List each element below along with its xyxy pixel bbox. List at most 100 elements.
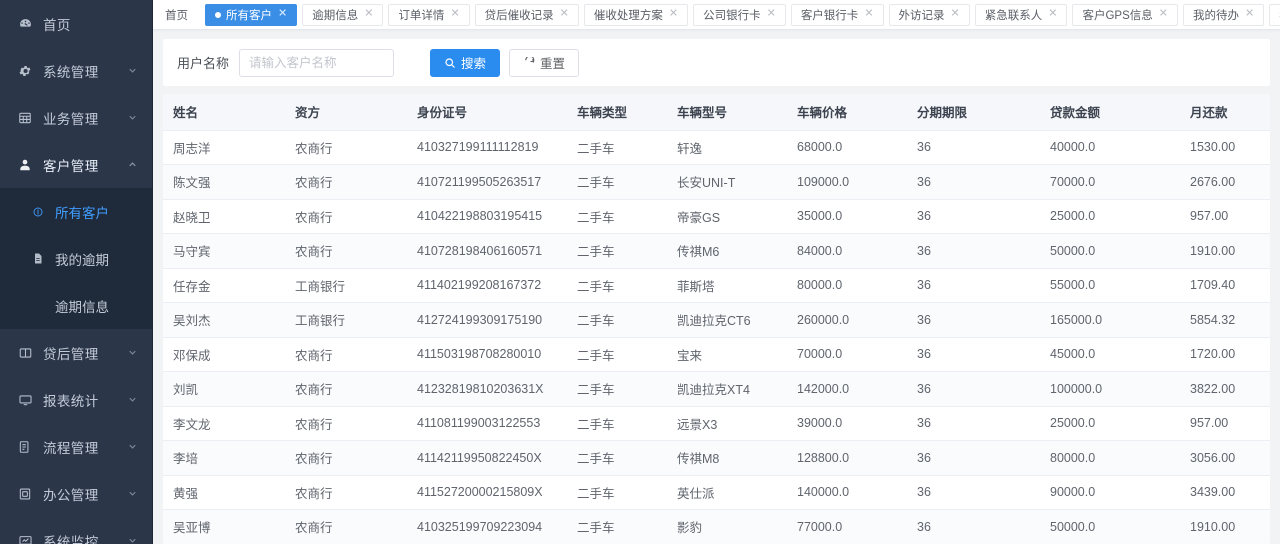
cell-ctype: 二手车 [567,233,667,269]
search-button[interactable]: 搜索 [430,48,501,77]
column-header: 身份证号 [407,94,567,131]
cell-name: 周志洋 [163,130,285,165]
tab-strip: 首页 所有客户 ✕ 逾期信息 ✕ 订单详情 ✕ 贷后催收记录 ✕ 催收处理方案 ✕ 公司银行卡 ✕ 客户银… [153,0,1280,30]
table-row[interactable]: 刘凯 农商行 41232819810203631X 二手车 凯迪拉克XT4 142000.… [163,371,1270,407]
tab-close-icon[interactable]: ✕ [950,7,960,20]
tab-item[interactable]: 所有客户 ✕ [205,3,298,26]
cell-loan: 80000.0 [1040,440,1180,476]
cell-ctype: 二手车 [567,440,667,476]
cell-name: 马守宾 [163,233,285,269]
cell-bank: 农商行 [285,406,407,441]
cell-price: 70000.0 [787,337,907,372]
tab-item[interactable]: 催收处理方案 ✕ [583,3,689,26]
sidebar-item-overdue-info[interactable]: 逾期信息 [0,282,152,329]
sidebar-subitem-label: 所有客户 [55,205,109,221]
table-row[interactable]: 任存金 工商银行 411402199208167372 二手车 菲斯塔 80000.0 36… [163,268,1270,303]
sidebar-item-report-statistics[interactable]: 报表统计 [0,376,152,423]
tab-item[interactable]: 逾期信息 ✕ [302,3,384,26]
tab-item[interactable]: 我的流程✕ [1269,3,1280,26]
tab-close-icon[interactable]: ✕ [864,7,874,20]
tab-item[interactable]: 我的待办 ✕ [1182,3,1265,26]
sidebar-item-customer-management[interactable]: 客户管理 [0,141,152,188]
tab-close-icon[interactable]: ✕ [1048,7,1058,20]
cell-id: 411081199003122553 [407,406,567,441]
column-header: 车辆价格 [787,94,907,131]
cell-loan: 25000.0 [1040,406,1180,441]
tab-item[interactable]: 公司银行卡 ✕ [693,3,786,26]
table-row[interactable]: 黄强 农商行 41152720000215809X 二手车 英仕派 140000.0 36 9… [163,475,1270,510]
cell-bank: 农商行 [285,371,407,407]
tab-close-icon[interactable]: ✕ [450,7,460,20]
table-row[interactable]: 周志洋 农商行 410327199111112819 二手车 轩逸 68000.0 36 40… [163,130,1270,165]
user-icon [16,157,34,173]
cell-name: 李文龙 [163,406,285,441]
cell-name: 李培 [163,440,285,476]
sidebar-item-label: 贷后管理 [43,346,99,362]
chevron-down-icon [127,535,138,544]
chevron-down-icon [127,347,138,358]
table-row[interactable]: 吴亚博 农商行 410325199709223094 二手车 影豹 77000.0 36 50… [163,509,1270,544]
sidebar-item-home[interactable]: 首页 [0,0,152,47]
cell-term: 36 [907,509,1040,544]
refresh-icon [523,56,535,69]
tab-item[interactable]: 紧急联系人 ✕ [974,3,1068,26]
tab-close-icon[interactable]: ✕ [1244,7,1255,20]
tab-close-icon[interactable]: ✕ [559,7,569,20]
cell-model: 影豹 [667,509,787,544]
tab-item[interactable]: 贷后催收记录 ✕ [474,3,579,26]
chevron-down-icon [127,394,138,405]
table-row[interactable]: 邓保成 农商行 411503198708280010 二手车 宝来 70000.0 36 45… [163,337,1270,372]
sidebar-item-label: 报表统计 [43,393,99,409]
cell-price: 80000.0 [787,268,907,303]
cell-loan: 50000.0 [1040,509,1180,544]
cell-price: 142000.0 [787,371,907,407]
table-row[interactable]: 陈文强 农商行 410721199505263517 二手车 长安UNI-T 109000… [163,164,1270,200]
tab-close-icon[interactable]: ✕ [668,7,679,20]
cell-model: 传祺M8 [667,440,787,476]
tab-item[interactable]: 首页 [159,3,200,26]
cell-term: 36 [907,268,1040,303]
cell-monthly: 1910.00 [1180,233,1270,269]
cell-price: 260000.0 [787,302,907,338]
cell-id: 411503198708280010 [407,337,567,372]
cell-bank: 农商行 [285,440,407,476]
sidebar-item-my-overdue[interactable]: 我的逾期 [0,235,152,282]
search-input[interactable] [239,48,395,77]
table-row[interactable]: 马守宾 农商行 410728198406160571 二手车 传祺M6 84000.0 36… [163,233,1270,269]
tab-item[interactable]: 客户GPS信息 ✕ [1072,3,1178,26]
sidebar-item-label: 流程管理 [43,440,99,456]
chevron-down-icon [127,112,138,123]
tab-close-icon[interactable]: ✕ [278,7,288,20]
sidebar-item-label: 客户管理 [43,158,99,174]
tab-item[interactable]: 客户银行卡 ✕ [790,3,884,26]
sidebar-item-system-management[interactable]: 系统管理 [0,47,152,94]
sidebar-item-post-loan-management[interactable]: 贷后管理 [0,329,152,376]
table-row[interactable]: 李培 农商行 41142119950822450X 二手车 传祺M8 128800.0 36… [163,440,1270,476]
tab-label: 客户GPS信息 [1082,9,1153,22]
cell-id: 41232819810203631X [407,371,567,407]
tab-item[interactable]: 外访记录 ✕ [888,3,970,26]
table-row[interactable]: 吴刘杰 工商银行 412724199309175190 二手车 凯迪拉克CT6 26000… [163,302,1270,338]
cell-name: 吴亚博 [163,509,285,544]
cell-name: 陈文强 [163,164,285,200]
tab-close-icon[interactable]: ✕ [1158,7,1168,20]
tab-label: 订单详情 [398,9,445,22]
reset-button[interactable]: 重置 [509,48,580,77]
cell-id: 410422198803195415 [407,199,567,234]
cell-model: 凯迪拉克CT6 [667,302,787,338]
sidebar-item-office-management[interactable]: 办公管理 [0,470,152,517]
table-row[interactable]: 赵晓卫 农商行 410422198803195415 二手车 帝豪GS 35000.0 36… [163,199,1270,234]
sidebar-item-system-monitor[interactable]: 系统监控 [0,517,152,544]
tab-close-icon[interactable]: ✕ [364,7,374,20]
sidebar-item-all-customers[interactable]: 所有客户 [0,188,152,235]
table-row[interactable]: 李文龙 农商行 411081199003122553 二手车 远景X3 39000.0 36… [163,406,1270,441]
cell-loan: 40000.0 [1040,130,1180,165]
cell-ctype: 二手车 [567,475,667,510]
tab-close-icon[interactable]: ✕ [766,7,776,20]
sidebar-item-business-management[interactable]: 业务管理 [0,94,152,141]
tab-item[interactable]: 订单详情 ✕ [388,3,470,26]
tab-label: 首页 [165,9,188,22]
cell-monthly: 1530.00 [1180,130,1270,165]
cell-id: 410728198406160571 [407,233,567,269]
sidebar-item-process-management[interactable]: 流程管理 [0,423,152,470]
